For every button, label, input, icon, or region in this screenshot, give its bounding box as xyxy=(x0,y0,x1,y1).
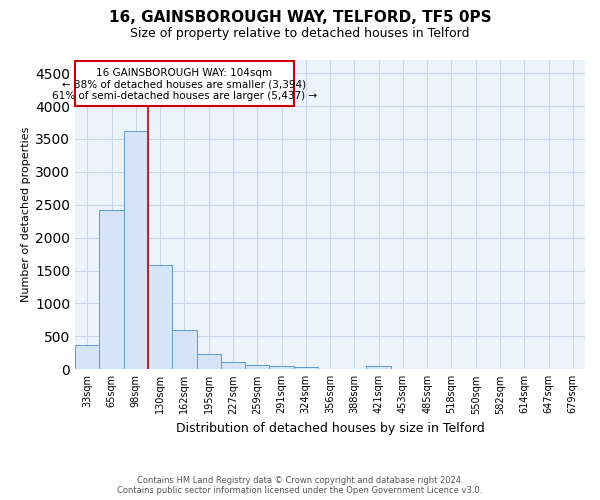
FancyBboxPatch shape xyxy=(75,62,293,106)
X-axis label: Distribution of detached houses by size in Telford: Distribution of detached houses by size … xyxy=(176,422,484,435)
Bar xyxy=(124,131,148,370)
Bar xyxy=(269,366,293,370)
Text: 61% of semi-detached houses are larger (5,437) →: 61% of semi-detached houses are larger (… xyxy=(52,91,317,101)
Bar xyxy=(245,366,269,370)
Text: 16, GAINSBOROUGH WAY, TELFORD, TF5 0PS: 16, GAINSBOROUGH WAY, TELFORD, TF5 0PS xyxy=(109,10,491,25)
Bar xyxy=(75,345,100,370)
Bar xyxy=(367,366,391,370)
Text: ← 38% of detached houses are smaller (3,394): ← 38% of detached houses are smaller (3,… xyxy=(62,80,307,90)
Bar xyxy=(221,362,245,370)
Bar xyxy=(100,210,124,370)
Text: 16 GAINSBOROUGH WAY: 104sqm: 16 GAINSBOROUGH WAY: 104sqm xyxy=(97,68,272,78)
Y-axis label: Number of detached properties: Number of detached properties xyxy=(21,127,31,302)
Bar xyxy=(197,354,221,370)
Bar xyxy=(148,266,172,370)
Text: Contains HM Land Registry data © Crown copyright and database right 2024.
Contai: Contains HM Land Registry data © Crown c… xyxy=(118,476,482,495)
Bar xyxy=(293,366,318,370)
Bar xyxy=(172,330,197,370)
Text: Size of property relative to detached houses in Telford: Size of property relative to detached ho… xyxy=(130,28,470,40)
